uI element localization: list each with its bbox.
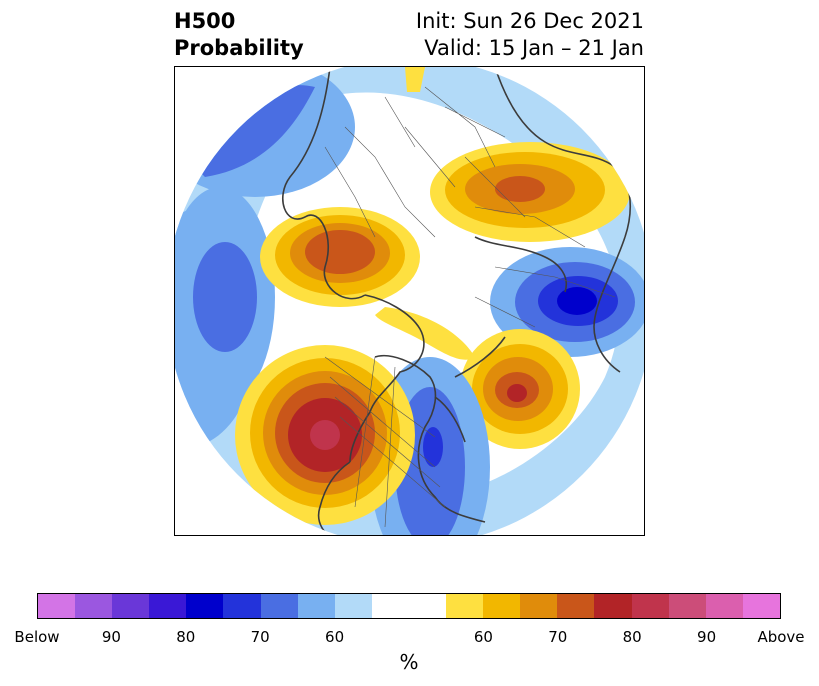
colorbar-tick-label: 70 (250, 628, 270, 646)
probability-map (174, 66, 645, 536)
colorbar-cell-19 (742, 594, 780, 618)
anomaly-arctic-strip (375, 307, 475, 360)
anomaly-europe-small (405, 67, 425, 92)
colorbar-unit: % (399, 650, 419, 674)
colorbar-tick-label: 80 (176, 628, 196, 646)
colorbar-cell-3 (149, 594, 187, 618)
colorbar-cell-0 (38, 594, 76, 618)
colorbar-cell-1 (75, 594, 113, 618)
colorbar-cell-14 (557, 594, 595, 618)
colorbar-tick-label: 70 (548, 628, 568, 646)
colorbar-cell-8 (334, 594, 372, 618)
colorbar-tick-label: 80 (622, 628, 642, 646)
anomaly-siberia-positive (430, 142, 630, 242)
anomaly-west-coast-positive (235, 345, 415, 525)
colorbar-cell-17 (668, 594, 706, 618)
init-date: Init: Sun 26 Dec 2021 (415, 9, 644, 33)
valid-range: Valid: 15 Jan – 21 Jan (424, 36, 644, 60)
map-svg (175, 67, 644, 535)
colorbar (37, 593, 781, 619)
colorbar-cell-18 (705, 594, 743, 618)
chart-title-right: Init: Sun 26 Dec 2021 Valid: 15 Jan – 21… (416, 8, 644, 62)
colorbar-cell-13 (520, 594, 558, 618)
colorbar-tick-label: 60 (325, 628, 345, 646)
colorbar-cell-16 (631, 594, 669, 618)
colorbar-cell-6 (260, 594, 298, 618)
colorbar-cell-10 (408, 594, 447, 618)
colorbar-cell-7 (297, 594, 335, 618)
anomaly-alaska-positive (260, 207, 421, 315)
colorbar-cell-11 (446, 594, 484, 618)
colorbar-cell-12 (483, 594, 521, 618)
colorbar-cell-9 (371, 594, 409, 618)
title-probability: Probability (174, 36, 304, 60)
anomaly-north-pacific-negative (175, 187, 275, 407)
borders (324, 86, 616, 528)
colorbar-cell-4 (186, 594, 224, 618)
colorbar-tick-label: Below (14, 628, 60, 646)
chart-title-left: H500 Probability (174, 8, 304, 62)
title-product: H500 (174, 9, 236, 33)
colorbar-cell-5 (223, 594, 261, 618)
anomaly-north-atlantic-positive (460, 329, 580, 449)
colorbar-cell-2 (112, 594, 150, 618)
colorbar-tick-label: 60 (473, 628, 493, 646)
colorbar-tick-label: Above (757, 628, 805, 646)
colorbar-tick-label: 90 (101, 628, 121, 646)
colorbar-tick-label: 90 (697, 628, 717, 646)
colorbar-cell-15 (594, 594, 632, 618)
